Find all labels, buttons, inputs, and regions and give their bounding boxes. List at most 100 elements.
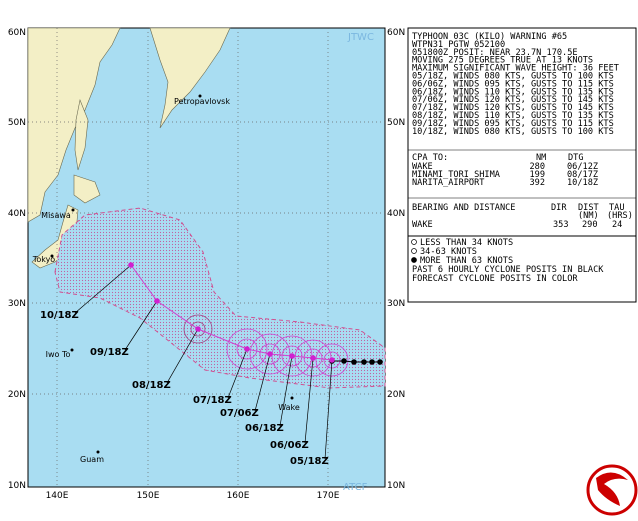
place-marker [198,94,202,98]
leader-line [227,348,248,399]
lat-label: 60N [387,28,405,38]
bearing-cell: 24 [612,220,622,230]
leader-line [166,328,199,384]
place-marker [71,208,75,212]
logo-swirl [596,472,628,506]
cpa-column: DTG [568,153,584,163]
wind-radius [303,348,323,368]
lon-label: 160E [227,491,250,501]
header-line: 07/06Z, WINDS 120 KTS, GUSTS TO 145 KTS [412,95,614,105]
header-line: 09/18Z, WINDS 095 KTS, GUSTS TO 115 KTS [412,119,614,129]
legend-symbol [411,257,417,263]
header-line: 10/18Z, WINDS 080 KTS, GUSTS TO 100 KTS [412,127,614,137]
forecast-label: 06/06Z [270,440,309,451]
past-posit [341,358,347,364]
wind-radius [315,343,349,377]
forecast-label: 06/18Z [245,423,284,434]
map-labels: 60N 60N 50N 50N 40N 40N 30N 30N 20N 20N 10N 10N 140E… [8,28,405,501]
bearing-column: DIR [551,203,567,213]
lat-label: 10N [8,481,26,491]
land [27,27,231,269]
logo [586,464,638,516]
cpa-cell: 392 [529,178,545,188]
place-marker [50,254,54,258]
lat-label: 40N [8,209,26,219]
bearing-unit: (HRS) [607,211,633,221]
wind-radius [183,314,213,344]
wind-radius [190,321,206,337]
forecast-track [130,264,333,361]
lat-label: 50N [387,118,405,128]
graticule [28,28,385,487]
lat-label: 20N [387,390,405,400]
credit: ATCF [343,482,368,493]
forecast-posit [267,351,273,357]
header-line: 06/06Z, WINDS 095 KTS, GUSTS TO 115 KTS [412,79,614,89]
place-marker [70,348,74,352]
forecast-posit [128,262,134,268]
leader-line [304,357,314,444]
leader-line [74,264,132,314]
legend-note: PAST 6 HOURLY CYCLONE POSITS IN BLACK [412,265,604,275]
forecast-posit [154,298,160,304]
header-line: MAXIMUM SIGNIFICANT WAVE HEIGHT: 36 FEET [412,64,619,74]
cpa-cell: 06/12Z [567,162,598,172]
bearing-unit: (NM) [578,211,599,221]
kamchatka [149,27,231,129]
header-line: WTPN31 PGTW 052100 [412,40,505,50]
past-posit [361,359,367,365]
cpa-cell: MINAMI_TORI_SHIMA [412,170,501,180]
place-marker [96,450,100,454]
legend-note: FORECAST CYCLONE POSITS IN COLOR [412,274,578,284]
lon-label: 150E [137,491,160,501]
forecast-label: 07/06Z [220,408,259,419]
forecast-posit [310,355,316,361]
header-line: MOVING 275 DEGREES TRUE AT 13 KNOTS [412,56,593,66]
map: 60N 60N 50N 50N 40N 40N 30N 30N 20N 20N 10N 10N 140E… [8,27,405,501]
place-label: Wake [278,403,300,412]
header-line: 06/18Z, WINDS 110 KTS, GUSTS TO 135 KTS [412,87,614,97]
info-box [407,27,637,237]
legend-symbol [411,248,417,254]
legend-item: 34-63 KNOTS [420,247,477,257]
sakhalin [74,98,89,171]
legend-symbol [411,239,417,245]
cpa-cell: 199 [529,170,545,180]
lat-label: 50N [8,118,26,128]
leader-line [324,359,333,460]
place-label: Guam [80,455,104,464]
asia [27,27,121,223]
forecast-label: 05/18Z [290,456,329,467]
header-line: TYPHOON 03C (KILO) WARNING #65 [412,32,567,42]
lat-label: 30N [387,299,405,309]
forecast-label: 09/18Z [90,347,129,358]
bearing-cell: 290 [582,220,598,230]
lon-label: 140E [46,491,69,501]
lat-label: 20N [8,390,26,400]
forecast-posit [195,326,201,332]
hokkaido [73,174,101,204]
credit: JTWC [347,32,374,43]
wind-radius [281,345,303,367]
header-line: 08/18Z, WINDS 110 KTS, GUSTS TO 135 KTS [412,111,614,121]
bearing-column: TAU [609,203,625,213]
cpa-cell: 08/17Z [567,170,598,180]
header-line: 05/18Z, WINDS 080 KTS, GUSTS TO 100 KTS [412,72,614,82]
wind-radius [323,351,341,369]
forecast-posit [244,346,250,352]
place-label: Petropavlovsk [174,97,230,106]
bearing-column: DIST [578,203,599,213]
past-posit [369,359,375,365]
forecast-label: 07/18Z [193,395,232,406]
legend-item: MORE THAN 63 KNOTS [420,256,513,266]
past-posit [351,359,357,365]
place-label: Iwo To [46,350,71,359]
wind-radius [236,338,258,360]
cpa-cell: 280 [529,162,545,172]
cpa-title: CPA TO: [412,153,448,163]
bearing-cell: WAKE [412,220,433,230]
leader-line [254,353,271,412]
bearing-cell: 353 [553,220,569,230]
legend-item: LESS THAN 34 KNOTS [420,238,513,248]
